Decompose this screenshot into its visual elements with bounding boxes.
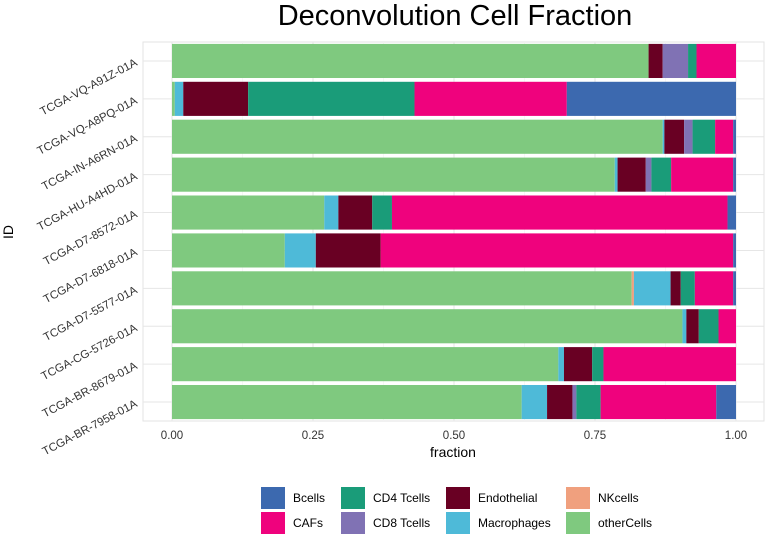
bar-segment — [172, 271, 632, 306]
bar-segment — [172, 309, 683, 344]
bar-segment — [680, 271, 695, 306]
bar-segment — [733, 271, 736, 306]
bar-segment — [315, 233, 381, 268]
bar-segment — [651, 157, 672, 192]
bar-segment — [572, 384, 577, 420]
bar-segment — [324, 195, 339, 230]
bar-segment — [631, 271, 634, 306]
bar-segment — [172, 233, 285, 268]
bar-segment — [715, 119, 734, 154]
bar-segment — [603, 347, 736, 382]
bar-segment — [617, 157, 646, 192]
bar-segment — [566, 81, 736, 116]
bar-segment — [692, 119, 716, 154]
legend-swatch — [341, 512, 365, 534]
bar-segment — [174, 81, 184, 116]
bar-segment — [172, 347, 559, 382]
bar-segment — [172, 43, 649, 79]
bar-segment — [716, 384, 736, 420]
bar-segment — [372, 195, 392, 230]
bar-segment — [682, 309, 687, 344]
bar-segment — [684, 119, 693, 154]
bar-segment — [576, 384, 601, 420]
legend-label: CD8 Tcells — [373, 516, 430, 530]
legend-swatch — [261, 512, 285, 534]
bar-segment — [670, 271, 681, 306]
legend-label: otherCells — [598, 516, 652, 530]
bar-segment — [284, 233, 316, 268]
bar-segment — [727, 195, 736, 230]
bar-segment — [688, 43, 697, 79]
x-tick-label: 0.25 — [302, 430, 324, 442]
bar-segment — [414, 81, 567, 116]
legend-label: Macrophages — [478, 516, 551, 530]
chart-title: Deconvolution Cell Fraction — [278, 0, 633, 32]
legend-swatch — [261, 487, 285, 509]
legend-swatch — [566, 487, 590, 509]
bar-segment — [172, 157, 615, 192]
bar-segment — [664, 119, 685, 154]
bar-segment — [733, 119, 736, 154]
bar-segment — [614, 157, 618, 192]
bar-segment — [733, 157, 736, 192]
bar-segment — [172, 81, 175, 116]
bar-segment — [645, 157, 652, 192]
legend: Bcells CD4 Tcells Endothelial NKcells CAFs CD… — [261, 487, 652, 534]
x-tick-labels: 0.00 0.25 0.50 0.75 1.00 — [161, 430, 747, 442]
bar-segment — [686, 309, 699, 344]
bar-segment — [547, 384, 573, 420]
y-axis-label: ID — [0, 225, 16, 239]
bar-segment — [600, 384, 717, 420]
legend-label: CAFs — [293, 516, 323, 530]
bar-segment — [694, 271, 734, 306]
bar-segment — [248, 81, 415, 116]
x-tick-label: 1.00 — [725, 430, 747, 442]
bar-segment — [338, 195, 373, 230]
x-tick-label: 0.00 — [161, 430, 183, 442]
bar-segment — [648, 43, 663, 79]
legend-swatch — [566, 512, 590, 534]
bar-segment — [696, 43, 736, 79]
legend-swatch — [446, 487, 470, 509]
legend-label: NKcells — [598, 491, 639, 505]
bar-segment — [391, 195, 728, 230]
bar-segment — [183, 81, 249, 116]
bar-segment — [521, 384, 548, 420]
bar-segment — [662, 119, 665, 154]
bar-segment — [662, 43, 689, 79]
bar-segment — [380, 233, 734, 268]
bars — [172, 43, 736, 420]
legend-swatch — [341, 487, 365, 509]
legend-label: Bcells — [293, 491, 325, 505]
bar-segment — [733, 233, 736, 268]
bar-segment — [698, 309, 719, 344]
bar-segment — [671, 157, 734, 192]
x-axis-label: fraction — [430, 444, 476, 460]
legend-label: CD4 Tcells — [373, 491, 430, 505]
bar-segment — [718, 309, 736, 344]
bar-segment — [172, 119, 663, 154]
x-tick-label: 0.75 — [584, 430, 606, 442]
bar-segment — [633, 271, 671, 306]
legend-label: Endothelial — [478, 491, 537, 505]
bar-segment — [172, 195, 325, 230]
bar-segment — [558, 347, 564, 382]
x-tick-label: 0.50 — [443, 430, 465, 442]
bar-segment — [592, 347, 604, 382]
legend-swatch — [446, 512, 470, 534]
bar-segment — [172, 384, 522, 420]
bar-segment — [563, 347, 593, 382]
